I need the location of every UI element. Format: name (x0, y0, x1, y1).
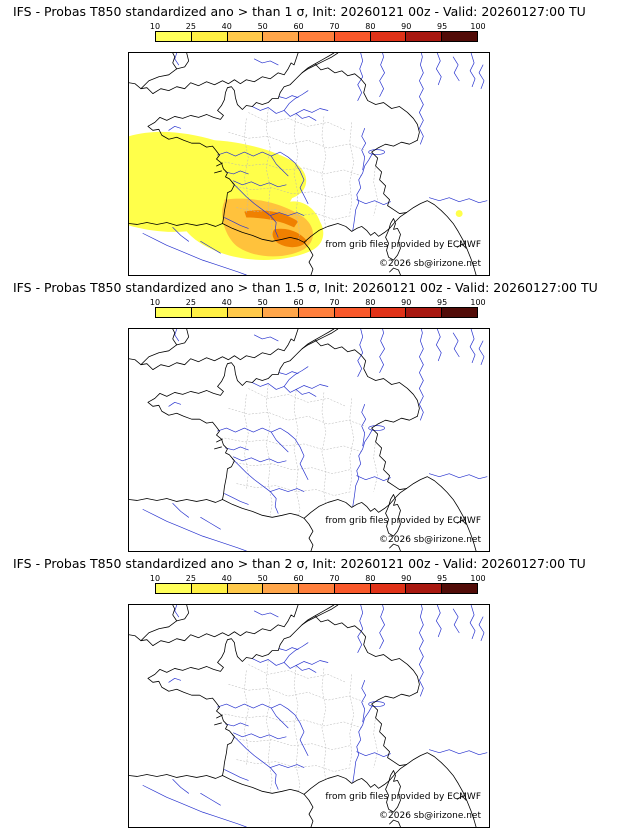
attribution-copyright: ©2026 sb@irizone.net (379, 259, 481, 269)
colorbar-tick-label: 95 (437, 574, 448, 583)
attribution-copyright: ©2026 sb@irizone.net (379, 535, 481, 545)
colorbar-tick-labels: 10 25 40 50 60 70 80 90 95 100 (150, 574, 486, 583)
colorbar-segment (442, 308, 478, 317)
colorbar: 10 25 40 50 60 70 80 90 95 100 (150, 298, 486, 318)
colorbar-tick-label: 50 (257, 22, 268, 31)
colorbar-tick-label: 60 (293, 574, 304, 583)
colorbar-tick-label: 80 (365, 298, 376, 307)
attribution-ecmwf: from grib files provided by ECMWF (325, 240, 481, 250)
colorbar-segment (156, 584, 192, 593)
colorbar-tick-label: 50 (257, 574, 268, 583)
colorbar-segment (227, 32, 264, 41)
france-map-svg (129, 605, 488, 827)
colorbar-tick-label: 95 (437, 298, 448, 307)
colorbar-tick-label: 100 (470, 574, 486, 583)
colorbar-segment (406, 32, 443, 41)
colorbar-tick-label: 40 (221, 298, 232, 307)
forecast-panel: IFS - Probas T850 standardized ano > tha… (0, 276, 630, 552)
colorbar-tick-labels: 10 25 40 50 60 70 80 90 95 100 (150, 298, 486, 307)
colorbar: 10 25 40 50 60 70 80 90 95 100 (150, 22, 486, 42)
coastlines (129, 605, 477, 827)
colorbar-tick-label: 25 (185, 298, 196, 307)
colorbar-tick-label: 70 (329, 22, 340, 31)
colorbar-segment (263, 308, 300, 317)
colorbar-segment (299, 584, 335, 593)
colorbar-tick-label: 100 (470, 298, 486, 307)
colorbar-tick-label: 25 (185, 22, 196, 31)
colorbar-segment (156, 308, 192, 317)
department-boundaries (224, 660, 378, 794)
colorbar-segment (442, 584, 478, 593)
rivers (142, 53, 488, 275)
colorbar-segment (334, 308, 371, 317)
panel-title: IFS - Probas T850 standardized ano > tha… (13, 4, 586, 19)
rivers (142, 329, 488, 551)
colorbar-segment (406, 308, 443, 317)
colorbar-tick-label: 60 (293, 22, 304, 31)
colorbar-segment (191, 308, 228, 317)
colorbar-tick-label: 10 (149, 298, 161, 307)
department-boundaries (224, 108, 378, 242)
colorbar-tick-label: 70 (329, 298, 340, 307)
colorbar-tick-label: 40 (221, 22, 232, 31)
colorbar-segment (442, 32, 478, 41)
colorbar-tick-label: 100 (470, 22, 486, 31)
forecast-panel: IFS - Probas T850 standardized ano > tha… (0, 552, 630, 828)
colorbar-gradient (155, 31, 478, 42)
colorbar-segment (299, 32, 335, 41)
panel-title: IFS - Probas T850 standardized ano > tha… (13, 556, 586, 571)
coastlines (129, 329, 477, 551)
colorbar-segment (299, 308, 335, 317)
colorbar-tick-label: 90 (401, 22, 412, 31)
colorbar-tick-label: 70 (329, 574, 340, 583)
colorbar-segment (334, 32, 371, 41)
map-france: from grib files provided by ECMWF ©2026 … (128, 52, 490, 276)
colorbar-tick-label: 25 (185, 574, 196, 583)
colorbar-segment (406, 584, 443, 593)
attribution-copyright: ©2026 sb@irizone.net (379, 811, 481, 821)
colorbar-tick-label: 50 (257, 298, 268, 307)
colorbar-segment (191, 584, 228, 593)
attribution-ecmwf: from grib files provided by ECMWF (325, 792, 481, 802)
france-map-svg (129, 53, 488, 275)
colorbar-segment (370, 32, 407, 41)
colorbar-gradient (155, 583, 478, 594)
colorbar-segment (156, 32, 192, 41)
colorbar-tick-label: 40 (221, 574, 232, 583)
colorbar-segment (370, 308, 407, 317)
france-map-svg (129, 329, 488, 551)
coastlines (129, 53, 477, 275)
colorbar-tick-label: 10 (149, 22, 161, 31)
colorbar-segment (263, 32, 300, 41)
map-france: from grib files provided by ECMWF ©2026 … (128, 604, 490, 828)
colorbar-segment (227, 584, 264, 593)
map-france: from grib files provided by ECMWF ©2026 … (128, 328, 490, 552)
colorbar-segment (227, 308, 264, 317)
attribution-ecmwf: from grib files provided by ECMWF (325, 516, 481, 526)
rivers (142, 605, 488, 827)
department-boundaries (224, 384, 378, 518)
colorbar-tick-label: 80 (365, 22, 376, 31)
panel-title: IFS - Probas T850 standardized ano > tha… (13, 280, 598, 295)
colorbar-segment (370, 584, 407, 593)
colorbar-segment (191, 32, 228, 41)
colorbar-tick-label: 60 (293, 298, 304, 307)
forecast-panel: IFS - Probas T850 standardized ano > tha… (0, 0, 630, 276)
colorbar-tick-label: 95 (437, 22, 448, 31)
colorbar-segment (263, 584, 300, 593)
colorbar-segment (334, 584, 371, 593)
colorbar-gradient (155, 307, 478, 318)
colorbar-tick-labels: 10 25 40 50 60 70 80 90 95 100 (150, 22, 486, 31)
colorbar-tick-label: 80 (365, 574, 376, 583)
colorbar: 10 25 40 50 60 70 80 90 95 100 (150, 574, 486, 594)
colorbar-tick-label: 90 (401, 574, 412, 583)
colorbar-tick-label: 10 (149, 574, 161, 583)
colorbar-tick-label: 90 (401, 298, 412, 307)
